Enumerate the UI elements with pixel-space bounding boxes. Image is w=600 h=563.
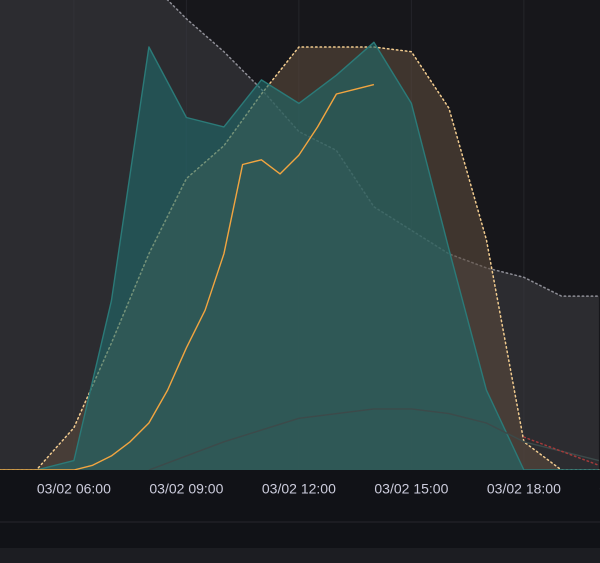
x-tick-label: 03/02 15:00 (374, 481, 448, 497)
series-line (0, 83, 375, 470)
plot-area (0, 0, 600, 470)
series-area (0, 42, 599, 470)
series-line (166, 0, 600, 297)
series-line (0, 46, 600, 470)
footer-band (0, 548, 600, 563)
series-line (523, 436, 600, 467)
x-tick-label: 03/02 09:00 (149, 481, 223, 497)
series-line (148, 408, 600, 470)
x-axis: 03/02 06:00 03/02 09:00 03/02 12:00 03/02 1… (37, 481, 600, 497)
x-tick-label: 03/02 06:00 (37, 481, 111, 497)
series-line (0, 41, 599, 470)
x-tick-label: 03/02 12:00 (262, 481, 336, 497)
x-tick-label: 03/02 18:00 (487, 481, 561, 497)
